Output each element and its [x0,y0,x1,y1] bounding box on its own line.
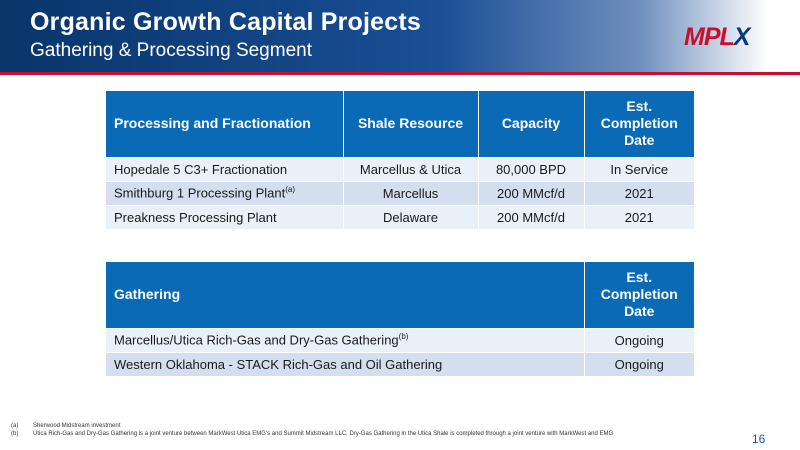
table-header-row: Processing and Fractionation Shale Resou… [106,91,694,157]
footnote-text: Sherwood Midstream investment [33,423,121,429]
footnote-marker: (a) [285,185,296,195]
project-cell: Hopedale 5 C3+ Fractionation [106,156,344,181]
processing-table: Processing and Fractionation Shale Resou… [106,91,694,229]
footnote-marker: (b) [398,332,409,342]
project-cell: Marcellus/Utica Rich-Gas and Dry-Gas Gat… [106,327,585,352]
capacity-cell: 200 MMcf/d [478,180,585,205]
resource-cell: Marcellus [343,180,479,205]
project-name: Preakness Processing Plant [114,209,277,225]
table-header-row: Gathering Est. Completion Date [106,262,694,328]
project-name: Hopedale 5 C3+ Fractionation [114,161,288,177]
table-row: Smithburg 1 Processing Plant(a) Marcellu… [106,180,694,205]
footnote-key: (b) [11,431,19,437]
column-header: Est. Completion Date [584,262,694,328]
gathering-table: Gathering Est. Completion Date Marcellus… [106,262,694,376]
date-cell: Ongoing [584,351,694,376]
page-subtitle: Gathering & Processing Segment [30,40,312,61]
date-cell: 2021 [584,180,694,205]
column-header: Capacity [478,91,585,157]
resource-cell: Marcellus & Utica [343,156,479,181]
slide-header: Organic Growth Capital Projects Gatherin… [0,0,800,72]
logo-main-text: MPL [684,23,735,51]
date-cell: 2021 [584,204,694,229]
column-header: Shale Resource [343,91,479,157]
project-cell: Western Oklahoma - STACK Rich-Gas and Oi… [106,351,585,376]
date-cell: In Service [584,156,694,181]
project-name: Western Oklahoma - STACK Rich-Gas and Oi… [114,356,443,372]
table-row: Marcellus/Utica Rich-Gas and Dry-Gas Gat… [106,327,694,352]
table-row: Preakness Processing Plant Delaware 200 … [106,204,694,229]
table-row: Hopedale 5 C3+ Fractionation Marcellus &… [106,156,694,181]
footnote: (b) Utica Rich-Gas and Dry-Gas Gathering … [11,430,613,438]
capacity-cell: 200 MMcf/d [478,204,585,229]
footnotes: (a) Sherwood Midstream investment (b) Utic… [11,422,613,438]
mplx-logo: MPLX [684,20,768,54]
resource-cell: Delaware [343,204,479,229]
project-cell: Preakness Processing Plant [106,204,344,229]
capacity-cell: 80,000 BPD [478,156,585,181]
project-cell: Smithburg 1 Processing Plant(a) [106,180,344,205]
column-header: Gathering [106,262,585,328]
table-row: Western Oklahoma - STACK Rich-Gas and Oi… [106,351,694,376]
footnote-key: (a) [11,423,19,429]
page-title: Organic Growth Capital Projects [30,8,422,36]
footnote: (a) Sherwood Midstream investment [11,422,613,430]
date-cell: Ongoing [584,327,694,352]
logo-accent-text: X [733,23,751,51]
header-divider [0,72,800,75]
footnote-text: Utica Rich-Gas and Dry-Gas Gathering is … [33,431,614,437]
column-header: Est. Completion Date [584,91,694,157]
page-number: 16 [752,432,766,446]
project-name: Smithburg 1 Processing Plant [114,185,286,201]
column-header: Processing and Fractionation [106,91,344,157]
project-name: Marcellus/Utica Rich-Gas and Dry-Gas Gat… [114,332,399,348]
